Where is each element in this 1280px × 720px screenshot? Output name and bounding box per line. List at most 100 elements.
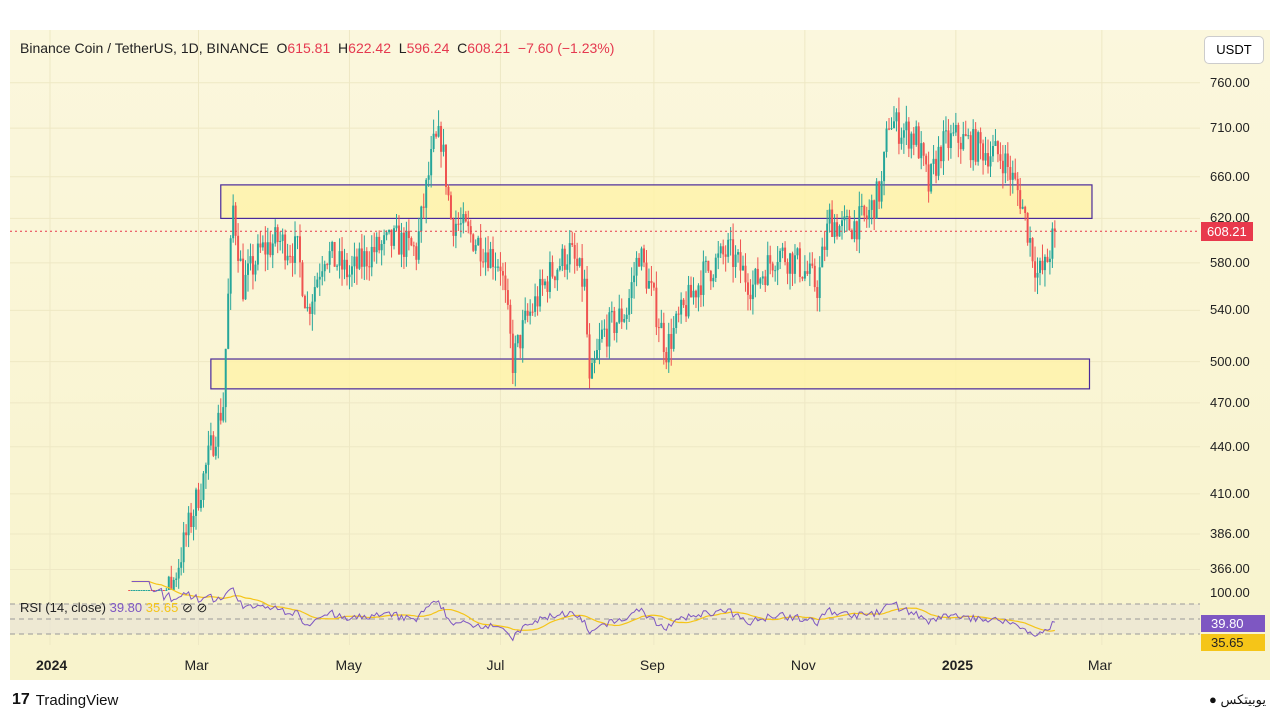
candle-body <box>541 278 544 286</box>
candle-body <box>944 130 947 132</box>
candle-body <box>281 234 284 241</box>
candle-body <box>1031 238 1034 262</box>
candle-body <box>635 257 638 276</box>
candle-body <box>247 263 249 275</box>
low-label: L <box>398 40 407 56</box>
candle-body <box>185 532 188 536</box>
candle-body <box>556 269 559 281</box>
candle-body <box>256 243 259 265</box>
x-tick-label: Mar <box>1087 657 1112 673</box>
candle-body <box>1011 172 1014 180</box>
candle-body <box>848 216 851 231</box>
candle-body <box>380 243 383 251</box>
candle-body <box>489 248 492 268</box>
candle-body <box>947 130 950 149</box>
candle-body <box>207 445 210 465</box>
hide-icon[interactable]: ⊘ <box>181 600 193 615</box>
candle-body <box>249 256 252 264</box>
candle-body <box>397 225 400 255</box>
candle-body <box>949 133 952 149</box>
candle-body <box>296 236 299 238</box>
candle-body <box>729 239 732 241</box>
candle-body <box>140 590 143 591</box>
candle-body <box>303 295 306 309</box>
candle-body <box>214 446 217 456</box>
candle-body <box>447 186 450 196</box>
hide-ma-icon[interactable]: ⊘ <box>196 600 208 615</box>
candle-body <box>845 216 848 218</box>
candle-body <box>539 278 542 307</box>
candle-body <box>640 248 643 267</box>
candle-body <box>581 258 584 287</box>
candle-body <box>937 146 940 176</box>
candle-body <box>524 310 527 321</box>
high-value: 622.42 <box>348 40 391 56</box>
candle-body <box>150 590 153 591</box>
candle-body <box>128 590 131 591</box>
candle-body <box>558 266 561 270</box>
candle-body <box>459 223 462 225</box>
candle-body <box>427 175 430 180</box>
high-label: H <box>338 40 349 56</box>
candle-body <box>469 226 472 235</box>
candle-body <box>982 143 985 161</box>
rsi-ma-line <box>131 580 1055 632</box>
candle-body <box>967 135 970 137</box>
candle-body <box>492 248 495 267</box>
candle-body <box>922 143 925 156</box>
candle-body <box>242 258 245 300</box>
candle-body <box>291 256 294 263</box>
candle-body <box>781 247 784 251</box>
candle-body <box>393 228 396 246</box>
candle-body <box>927 164 930 192</box>
candle-body <box>308 306 311 314</box>
candle-body <box>969 135 972 161</box>
candle-body <box>395 225 398 229</box>
candle-body <box>987 153 990 167</box>
rsi-legend[interactable]: RSI (14, close) 39.80 35.65 ⊘ ⊘ <box>20 600 207 616</box>
brand-name: TradingView <box>35 691 119 709</box>
candle-body <box>452 219 455 236</box>
candle-body <box>677 313 680 315</box>
candle-body <box>784 247 787 263</box>
candle-body <box>430 149 433 176</box>
candle-body <box>343 259 346 270</box>
tradingview-logo[interactable]: 17 TradingView <box>12 691 118 709</box>
candle-body <box>739 252 742 271</box>
candle-body <box>989 156 992 167</box>
candle-body <box>368 266 371 268</box>
rsi-label: RSI (14, close) <box>20 600 106 615</box>
candle-body <box>759 278 762 284</box>
candle-body <box>808 263 811 274</box>
candle-body <box>519 335 522 349</box>
candle-body <box>321 271 324 277</box>
candle-body <box>219 412 222 421</box>
candle-body <box>959 142 962 150</box>
candle-body <box>264 242 267 255</box>
candle-body <box>791 253 794 274</box>
currency-button[interactable]: USDT <box>1204 36 1264 64</box>
candle-body <box>613 310 616 333</box>
candle-body <box>984 153 987 161</box>
rsi-legend-value: 39.80 <box>109 600 143 615</box>
candle-body <box>811 263 814 266</box>
candle-body <box>798 248 801 277</box>
y-tick-label: 580.00 <box>1210 254 1250 270</box>
y-tick-label: 620.00 <box>1210 210 1250 226</box>
chart-area[interactable] <box>10 30 1270 680</box>
candle-body <box>437 125 440 137</box>
y-tick-label: 440.00 <box>1210 438 1250 454</box>
candle-body <box>709 270 712 282</box>
candle-body <box>660 322 663 329</box>
candle-body <box>445 144 447 187</box>
candle-body <box>920 143 923 159</box>
candle-body <box>170 576 173 590</box>
candle-body <box>190 512 193 528</box>
candle-body <box>643 248 645 263</box>
candle-body <box>610 310 613 313</box>
candle-body <box>915 126 918 145</box>
candle-body <box>737 252 740 255</box>
candle-body <box>591 362 594 379</box>
candle-body <box>888 128 891 130</box>
